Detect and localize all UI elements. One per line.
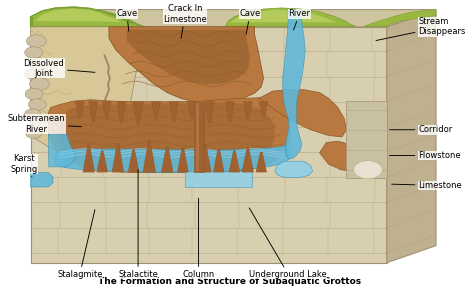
Polygon shape [89,102,98,122]
Bar [194,102,204,172]
Polygon shape [346,101,387,178]
Circle shape [27,35,46,47]
Polygon shape [75,102,84,117]
Polygon shape [30,27,145,153]
Text: Underground Lake: Underground Lake [249,208,327,279]
Text: Dissolved
Joint: Dissolved Joint [24,59,95,78]
Polygon shape [97,151,108,172]
Polygon shape [133,102,144,125]
Polygon shape [259,102,268,117]
Polygon shape [48,134,77,167]
Circle shape [28,58,48,70]
Circle shape [28,99,46,110]
Polygon shape [112,143,124,172]
Circle shape [30,78,49,90]
Circle shape [25,88,43,100]
Text: Column: Column [182,198,215,279]
Polygon shape [242,148,254,172]
Polygon shape [152,102,161,120]
Circle shape [25,69,41,79]
Polygon shape [365,10,436,26]
Bar [196,102,199,171]
Polygon shape [57,102,275,168]
Text: Crack In
Limestone: Crack In Limestone [163,4,207,38]
Polygon shape [387,10,436,263]
Polygon shape [33,7,140,26]
Polygon shape [83,145,95,172]
Polygon shape [55,142,291,172]
Polygon shape [275,161,313,178]
Polygon shape [230,10,337,22]
Text: Stalagmite: Stalagmite [57,210,102,279]
Circle shape [354,161,382,179]
Polygon shape [283,10,305,158]
Polygon shape [205,102,214,123]
Polygon shape [213,149,224,172]
Text: Cave: Cave [116,9,137,31]
Polygon shape [243,102,252,119]
Polygon shape [48,98,291,173]
Polygon shape [30,10,436,27]
Polygon shape [161,146,173,172]
Circle shape [25,47,43,58]
Text: Subterranean
River: Subterranean River [8,114,82,134]
Polygon shape [117,102,126,123]
Polygon shape [169,102,178,122]
Text: Corridor: Corridor [390,125,452,134]
Text: The Formation and Structure of Subaquatic Grottos: The Formation and Structure of Subaquati… [99,277,362,286]
Text: Cave: Cave [239,9,261,34]
Polygon shape [102,102,111,119]
Text: Limestone: Limestone [392,181,462,190]
Polygon shape [226,102,235,121]
Polygon shape [200,145,211,172]
Polygon shape [185,171,252,187]
Polygon shape [30,27,387,263]
Circle shape [30,118,48,130]
Text: Karst
Spring: Karst Spring [10,154,37,177]
Polygon shape [128,149,139,172]
Polygon shape [226,8,356,26]
Circle shape [26,128,42,138]
Polygon shape [229,151,240,172]
Polygon shape [30,7,145,27]
Polygon shape [259,90,346,137]
Polygon shape [35,8,121,22]
Text: Stream
Disappears: Stream Disappears [376,17,465,41]
Polygon shape [187,102,196,119]
Polygon shape [127,30,250,85]
Text: Stalactite: Stalactite [118,170,158,279]
Polygon shape [319,141,362,171]
Polygon shape [143,141,155,172]
Polygon shape [30,173,53,187]
Polygon shape [177,148,188,172]
Polygon shape [109,27,264,103]
Text: Flowstone: Flowstone [390,151,461,160]
Text: River: River [288,9,310,30]
Circle shape [25,109,41,119]
Polygon shape [256,152,267,172]
